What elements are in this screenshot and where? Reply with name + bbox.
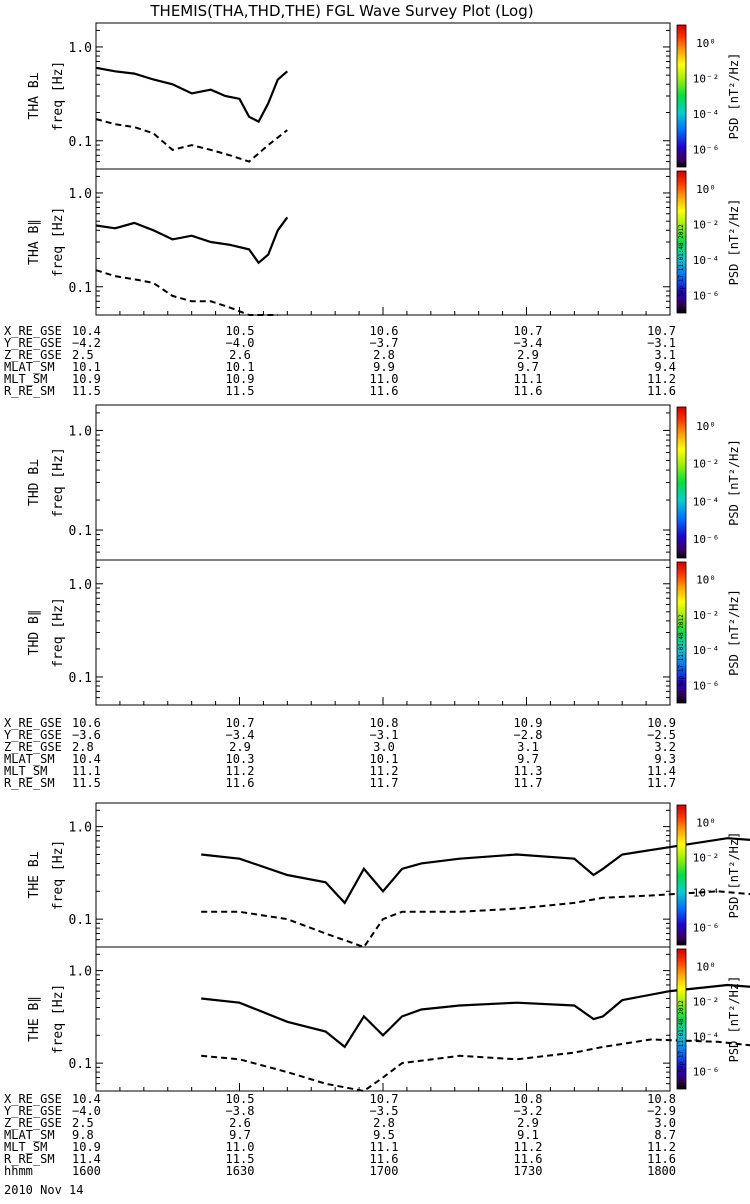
spectrogram-panel: 1.0 0.1 THD B∥ freq [Hz] 10⁰ 10⁻² 10⁻⁴ 10⁻⁶ PSD … xyxy=(27,560,750,705)
colorbar-tick-label: 10⁻² xyxy=(693,72,720,85)
colorbar-label: PSD [nT²/Hz] xyxy=(727,439,741,526)
panel-label: THA B⊥ xyxy=(27,72,42,119)
panel-frame xyxy=(96,169,670,315)
panel-frame xyxy=(96,803,670,947)
colorbar-tick-label: 10⁻⁶ xyxy=(693,533,720,546)
colorbar-tick-label: 10⁻⁶ xyxy=(693,679,720,692)
figure-title: THEMIS(THA,THD,THE) FGL Wave Survey Plot… xyxy=(149,2,533,20)
freq-axis-label: freq [Hz] xyxy=(51,207,66,277)
panel-frame xyxy=(96,560,670,705)
colorbar xyxy=(677,25,686,167)
colorbar xyxy=(677,407,686,558)
colorbar-tick-label: 10⁻⁶ xyxy=(693,143,720,156)
y-tick-label: 1.0 xyxy=(69,578,92,593)
colorbar-tick-label: 10⁻⁴ xyxy=(693,495,720,508)
colorbar-tick-label: 10⁰ xyxy=(696,420,716,433)
panel-label: THD B⊥ xyxy=(27,459,42,506)
y-tick-label: 0.1 xyxy=(69,671,92,686)
panel-frame xyxy=(96,405,670,560)
colorbar-tick-label: 10⁻² xyxy=(693,218,720,231)
colorbar-label: PSD [nT²/Hz] xyxy=(727,589,741,676)
colorbar-tick-label: 10⁰ xyxy=(696,37,716,50)
colorbar-tick-label: 10⁰ xyxy=(696,574,716,587)
y-tick-label: 0.1 xyxy=(69,281,92,296)
colorbar-tick-label: 10⁻⁶ xyxy=(693,289,720,302)
y-tick-label: 1.0 xyxy=(69,424,92,439)
y-tick-label: 1.0 xyxy=(69,187,92,202)
panel-label: THA B∥ xyxy=(27,219,42,265)
colorbar-tick-label: 10⁻² xyxy=(693,458,720,471)
y-tick-label: 0.1 xyxy=(69,135,92,150)
colorbar-tick-label: 10⁻⁴ xyxy=(693,644,720,657)
freq-axis-label: freq [Hz] xyxy=(51,597,66,667)
freq-axis-label: freq [Hz] xyxy=(51,61,66,131)
colorbar-tick-label: 10⁻⁴ xyxy=(693,108,720,121)
spectrogram-panel: 1.0 0.1 THA B⊥ freq [Hz] 10⁰ 10⁻² 10⁻⁴ 10⁻⁶ PSD … xyxy=(27,23,741,169)
y-tick-label: 0.1 xyxy=(69,524,92,539)
y-tick-label: 1.0 xyxy=(69,41,92,56)
colorbar-tick-label: 10⁻² xyxy=(693,609,720,622)
colorbar-tick-label: 10⁰ xyxy=(696,183,716,196)
colorbar-label: PSD [nT²/Hz] xyxy=(727,199,741,286)
spectrogram-panel: 1.0 0.1 THD B⊥ freq [Hz] 10⁰ 10⁻² 10⁻⁴ 10⁻⁶ PSD … xyxy=(27,405,750,560)
colorbar-label: PSD [nT²/Hz] xyxy=(727,53,741,140)
spectrogram-panel: 1.0 0.1 THA B∥ freq [Hz] 10⁰ 10⁻² 10⁻⁴ 10⁻⁶ PSD … xyxy=(27,169,741,315)
timestamp-stamp: Mon Sep 17 11:01:48 2012 xyxy=(678,614,685,701)
timestamp-stamp: Mon Sep 17 11:01:48 2012 xyxy=(678,224,685,311)
freq-axis-label: freq [Hz] xyxy=(51,447,66,517)
colorbar-tick-label: 10⁻⁴ xyxy=(693,254,720,267)
panel-label: THD B∥ xyxy=(27,610,42,656)
